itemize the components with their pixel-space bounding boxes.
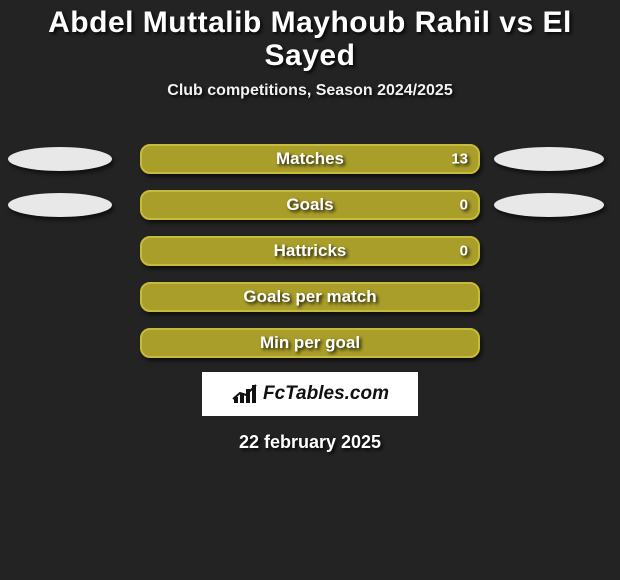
- stat-bar: Goals per match: [140, 282, 480, 312]
- season-subtitle: Club competitions, Season 2024/2025: [0, 82, 620, 100]
- player-ellipse-left: [8, 147, 112, 171]
- stat-label: Min per goal: [142, 333, 478, 353]
- stat-label: Matches: [142, 149, 478, 169]
- comparison-card: Abdel Muttalib Mayhoub Rahil vs El Sayed…: [0, 0, 620, 580]
- stat-row: Goals0: [0, 190, 620, 220]
- stat-row: Goals per match: [0, 282, 620, 312]
- stat-bar: Goals0: [140, 190, 480, 220]
- stat-value: 0: [460, 197, 468, 214]
- player-ellipse-left: [8, 193, 112, 217]
- stat-bar: Matches13: [140, 144, 480, 174]
- logo-text: FcTables.com: [263, 383, 389, 405]
- date-text: 22 february 2025: [0, 432, 620, 453]
- stat-value: 0: [460, 243, 468, 260]
- stat-row: Hattricks0: [0, 236, 620, 266]
- player-ellipse-right: [494, 147, 604, 171]
- stat-value: 13: [451, 151, 468, 168]
- stat-row: Matches13: [0, 144, 620, 174]
- stat-bar: Hattricks0: [140, 236, 480, 266]
- stat-rows: Matches13Goals0Hattricks0Goals per match…: [0, 144, 620, 358]
- stat-row: Min per goal: [0, 328, 620, 358]
- stat-label: Hattricks: [142, 241, 478, 261]
- logo-box: FcTables.com: [202, 372, 418, 416]
- stat-label: Goals per match: [142, 287, 478, 307]
- player-ellipse-right: [494, 193, 604, 217]
- bars-icon: [231, 383, 259, 405]
- page-title: Abdel Muttalib Mayhoub Rahil vs El Sayed: [0, 6, 620, 72]
- stat-bar: Min per goal: [140, 328, 480, 358]
- stat-label: Goals: [142, 195, 478, 215]
